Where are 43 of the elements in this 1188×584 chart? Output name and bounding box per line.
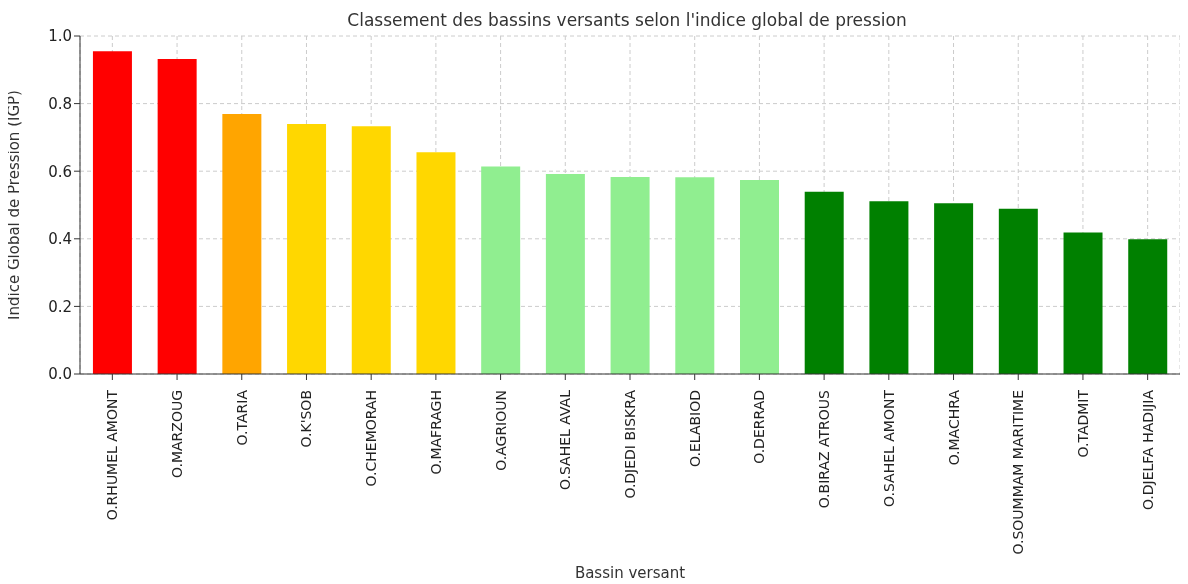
x-tick-label: O.ELABIOD (686, 390, 703, 467)
x-tick-label: O.DJEDI BISKRA (622, 389, 638, 499)
y-tick-label: 0.0 (48, 365, 72, 384)
bar (351, 126, 391, 374)
bar (1128, 239, 1168, 374)
bar (92, 51, 132, 374)
bar (287, 123, 327, 374)
bar (416, 152, 456, 374)
y-axis-title: Indice Global de Pression (IGP) (5, 90, 24, 320)
bar (675, 177, 715, 374)
y-tick-label: 0.2 (48, 297, 72, 316)
x-tick-label: O.SOUMMAM MARITIME (1010, 390, 1027, 555)
x-tick-label: O.MACHRA (945, 389, 962, 466)
chart-title: Classement des bassins versants selon l'indice global de pression (346, 10, 908, 30)
y-tick-label: 0.4 (48, 230, 72, 249)
bar (934, 203, 974, 374)
x-tick-label: O.BIRAZ ATROUS (816, 389, 833, 509)
x-tick-label: O.K'SOB (298, 390, 315, 448)
bar (740, 179, 779, 374)
x-tick-label: O.MAFRAGH (427, 390, 444, 475)
x-tick-label: O.CHEMORAH (363, 390, 380, 487)
y-tick-label: 0.8 (48, 94, 72, 113)
bar (1063, 232, 1103, 374)
x-tick-label: O.AGRIOUN (492, 390, 509, 471)
x-tick-label: O.SAHEL AMONT (880, 389, 897, 507)
x-axis-title: Bassin versant (574, 564, 686, 582)
bar (481, 166, 521, 374)
bar (869, 201, 909, 374)
x-tick-label: O.DERRAD (751, 390, 768, 464)
y-tick-label: 0.6 (48, 162, 72, 181)
bar (998, 208, 1038, 374)
x-tick-label: O.TARIA (233, 389, 250, 446)
bar (545, 173, 585, 374)
x-tick-label: O.TADMIT (1074, 389, 1091, 458)
bar (610, 176, 650, 374)
bar (222, 114, 262, 374)
bar (157, 58, 197, 374)
x-tick-label: O.SAHEL AVAL (557, 389, 574, 490)
x-tick-label: O.RHUMEL AMONT (104, 389, 121, 521)
y-tick-label: 1.0 (48, 27, 72, 46)
x-tick-label: O.MARZOUG (169, 390, 186, 478)
x-tick-label: O.DJELFA HADIJIA (1139, 389, 1156, 511)
bar (804, 191, 844, 374)
